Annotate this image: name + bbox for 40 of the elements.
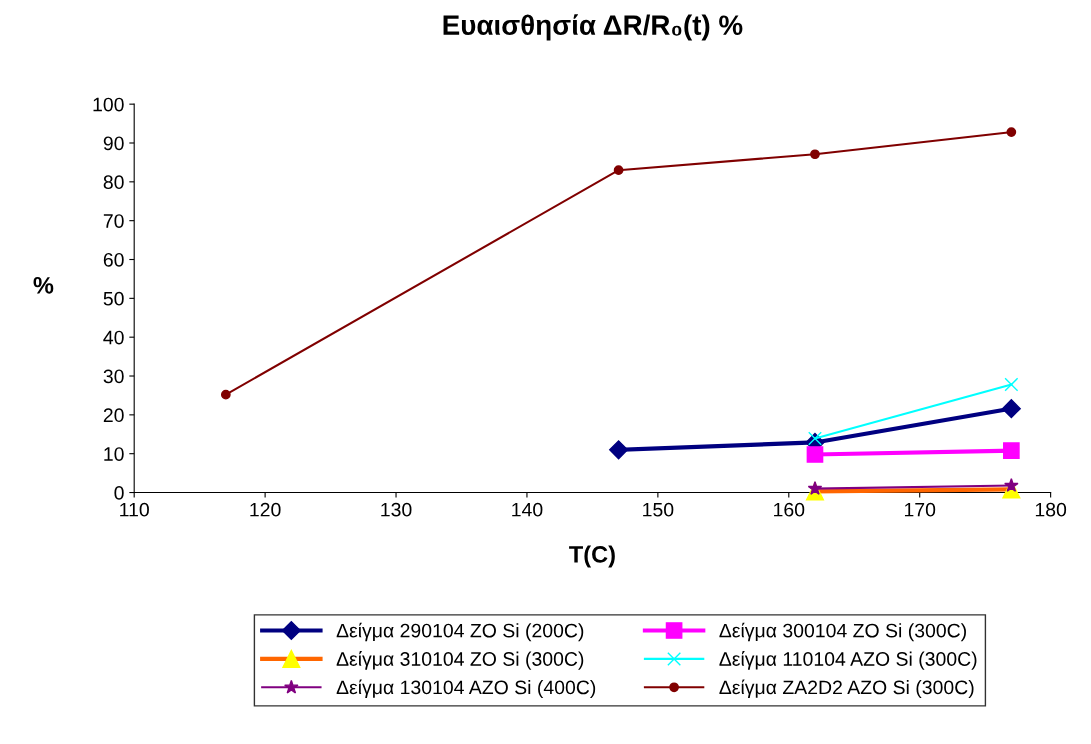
x-tick-label: 170 bbox=[904, 502, 936, 517]
legend-label: Δείγμα 110104 AZO Si (300C) bbox=[719, 651, 977, 670]
x-tick-label: 130 bbox=[381, 502, 412, 517]
point bbox=[1006, 127, 1017, 137]
x-tick-label: 180 bbox=[1035, 502, 1067, 517]
y-tick-label: 70 bbox=[103, 214, 124, 228]
chart-title: Ευαισθησία ΔR/R₀(t) % bbox=[443, 14, 743, 41]
y-tick-label: 50 bbox=[103, 291, 124, 306]
point bbox=[613, 165, 624, 176]
y-tick-label: 20 bbox=[103, 408, 124, 423]
x-tick-label: 140 bbox=[512, 502, 543, 517]
y-tick-label: 90 bbox=[103, 136, 124, 151]
y-tick-label: 10 bbox=[104, 447, 124, 461]
x-tick-label: 160 bbox=[774, 502, 805, 517]
x-tick-label: 150 bbox=[643, 502, 674, 517]
point bbox=[806, 446, 824, 463]
point bbox=[807, 481, 823, 495]
point bbox=[810, 149, 820, 160]
legend-label: Δείγμα 130104 AZO Si (400C) bbox=[336, 679, 596, 699]
point bbox=[1004, 377, 1019, 392]
y-tick-label: 60 bbox=[103, 252, 124, 267]
y-axis-title: % bbox=[33, 277, 54, 294]
y-tick-label: 100 bbox=[93, 97, 124, 112]
point bbox=[1001, 399, 1021, 419]
x-tick-label: 120 bbox=[250, 502, 281, 517]
point bbox=[220, 389, 231, 400]
y-tick-label: 0 bbox=[114, 486, 124, 500]
point bbox=[609, 440, 629, 460]
x-tick-label: 110 bbox=[120, 502, 149, 517]
y-tick-label: 40 bbox=[103, 330, 124, 345]
y-tick-label: 80 bbox=[103, 175, 124, 190]
y-tick-label: 30 bbox=[103, 369, 124, 384]
legend-label: Δείγμα 290104 ZO Si (200C) bbox=[336, 622, 584, 642]
point bbox=[1004, 477, 1019, 492]
legend-label: Δείγμα 300104 ZO Si (300C) bbox=[719, 622, 966, 642]
legend-label: Δείγμα 310104 ZO Si (300C) bbox=[336, 651, 584, 670]
point bbox=[1003, 442, 1020, 459]
point bbox=[808, 431, 822, 446]
x-axis-title: T(C) bbox=[569, 545, 615, 568]
legend-label: Δείγμα ZA2D2 AZO Si (300C) bbox=[719, 679, 974, 699]
